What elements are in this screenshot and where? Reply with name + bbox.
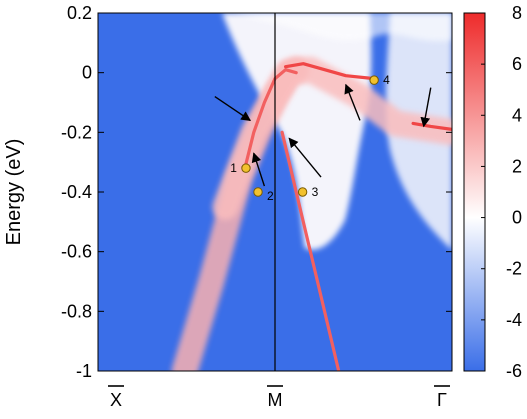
x-tick-label-Γ: Γ [437, 390, 447, 410]
marker-point-2 [253, 187, 263, 197]
colorbar-tick-label: 6 [512, 54, 522, 74]
y-tick-label: -1 [76, 361, 92, 381]
y-tick-label: 0 [82, 63, 92, 83]
colorbar-tick-label: 4 [512, 105, 522, 125]
surface-state-band-3 [243, 68, 298, 170]
marker-label-2: 2 [267, 189, 274, 203]
annotation-arrow-1 [214, 95, 252, 121]
colorbar-tick-label: -6 [506, 361, 522, 381]
marker-label-4: 4 [383, 73, 390, 87]
x-tick-label-M: M [268, 390, 283, 410]
colorbar-tick-label: 8 [512, 3, 522, 23]
marker-point-3 [297, 187, 308, 197]
y-tick-label: -0.4 [61, 182, 92, 202]
marker-point-4 [369, 75, 379, 85]
y-tick-label: -0.2 [61, 122, 92, 142]
annotation-arrow-3 [288, 137, 322, 178]
y-axis: 0.2 0 -0.2 -0.4 -0.6 -0.8 -1 [61, 3, 452, 381]
surface-state-band-6 [411, 121, 452, 131]
markers-layer: 1 2 3 4 [230, 73, 390, 203]
y-tick-label: -0.6 [61, 242, 92, 262]
colorbar-tick-label: -4 [506, 310, 522, 330]
y-axis-title: Energy (eV) [3, 139, 25, 246]
colorbar-axis: 8 6 4 2 0 -2 -4 -6 [481, 3, 522, 381]
marker-label-3: 3 [312, 185, 319, 199]
upper-gap-region [232, 13, 452, 42]
x-tick-label-X: X [110, 390, 122, 410]
colorbar [463, 12, 486, 372]
annotation-arrow-2 [251, 152, 266, 187]
marker-label-1: 1 [230, 161, 237, 175]
colorbar-tick-label: -2 [506, 259, 522, 279]
y-tick-label: 0.2 [67, 3, 92, 23]
arrows-layer [214, 83, 432, 187]
marker-point-1 [241, 163, 251, 173]
surface-state-band-5 [284, 62, 376, 81]
y-tick-label: -0.8 [61, 301, 92, 321]
annotation-arrow-5 [420, 87, 432, 128]
colorbar-tick-label: 0 [512, 208, 522, 228]
colorbar-tick-label: 2 [512, 156, 522, 176]
annotation-arrow-4 [344, 83, 361, 121]
surface-state-band-4 [280, 130, 341, 371]
bands-layer [171, 56, 452, 371]
